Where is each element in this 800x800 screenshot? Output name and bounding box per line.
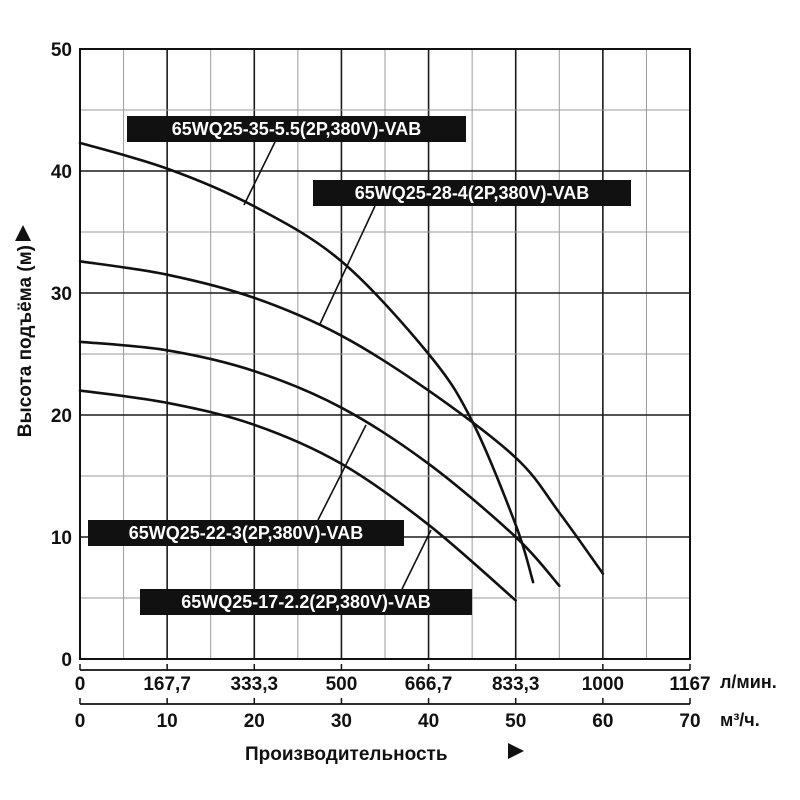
x-tick-label-m3h: 60 [592,711,613,732]
x-tick-label-m3h: 20 [244,711,265,732]
plot-frame [79,48,691,660]
series-label-box-1 [127,116,466,142]
x-tick-label-m3h: 50 [505,711,526,732]
series-label-3: 65WQ25-22-3(2P,380V)-VAB [129,523,363,543]
y-tick-label: 0 [61,650,72,671]
y-axis-title: Высота подъёма (м) [15,225,36,437]
x-unit-lmin: л/мин. [720,672,777,692]
x-tick-label-m3h: 30 [331,711,352,732]
series-label-1: 65WQ25-35-5.5(2P,380V)-VAB [172,119,421,139]
series-label-box-3 [88,520,404,546]
x-tick-label-lmin: 500 [326,674,358,695]
svg-text:Производительность: Производительность [245,744,448,765]
series-line-4 [78,389,517,602]
y-tick-label: 30 [51,284,72,305]
series-line-1 [78,141,535,584]
x-axis-title: Производительность [245,743,524,765]
series-label-2: 65WQ25-28-4(2P,380V)-VAB [355,183,589,203]
x-tick-label-m3h: 40 [418,711,439,732]
series-labels: 65WQ25-35-5.5(2P,380V)-VAB 65WQ25-28-4(2P… [88,116,631,615]
y-tick-label: 20 [51,406,72,427]
x-tick-label-m3h: 10 [157,711,178,732]
series-line-2 [78,260,605,575]
y-tick-label: 10 [51,528,72,549]
series-label-box-4 [140,589,472,615]
x-tick-label-lmin: 1000 [582,674,624,695]
x-unit-m3h: м³/ч. [720,710,760,730]
y-tick-label: 50 [51,40,72,61]
series-label-box-2 [313,180,631,206]
x-tick-label-lmin: 0 [75,674,86,695]
svg-text:Высота подъёма (м): Высота подъёма (м) [15,245,36,437]
leader-line-4 [401,529,432,590]
curves [78,141,605,602]
leader-line-1 [243,141,276,206]
x-tick-label-lmin: 167,7 [143,674,191,695]
series-line-3 [78,340,561,588]
x-tick-label-lmin: 1167 [669,674,710,695]
x-tick-label-lmin: 833,3 [492,674,540,695]
x-tick-label-m3h: 70 [679,711,700,732]
y-tick-label: 40 [51,162,72,183]
x-axis-arrow-icon [508,743,524,759]
x-tick-label-lmin: 666,7 [405,674,453,695]
y-axis-arrow-icon [15,225,31,241]
series-label-4: 65WQ25-17-2.2(2P,380V)-VAB [181,592,430,612]
x-tick-label-m3h: 0 [75,711,86,732]
leader-line-3 [317,424,367,521]
x-tick-label-lmin: 333,3 [231,674,279,695]
leader-line-2 [319,205,376,325]
